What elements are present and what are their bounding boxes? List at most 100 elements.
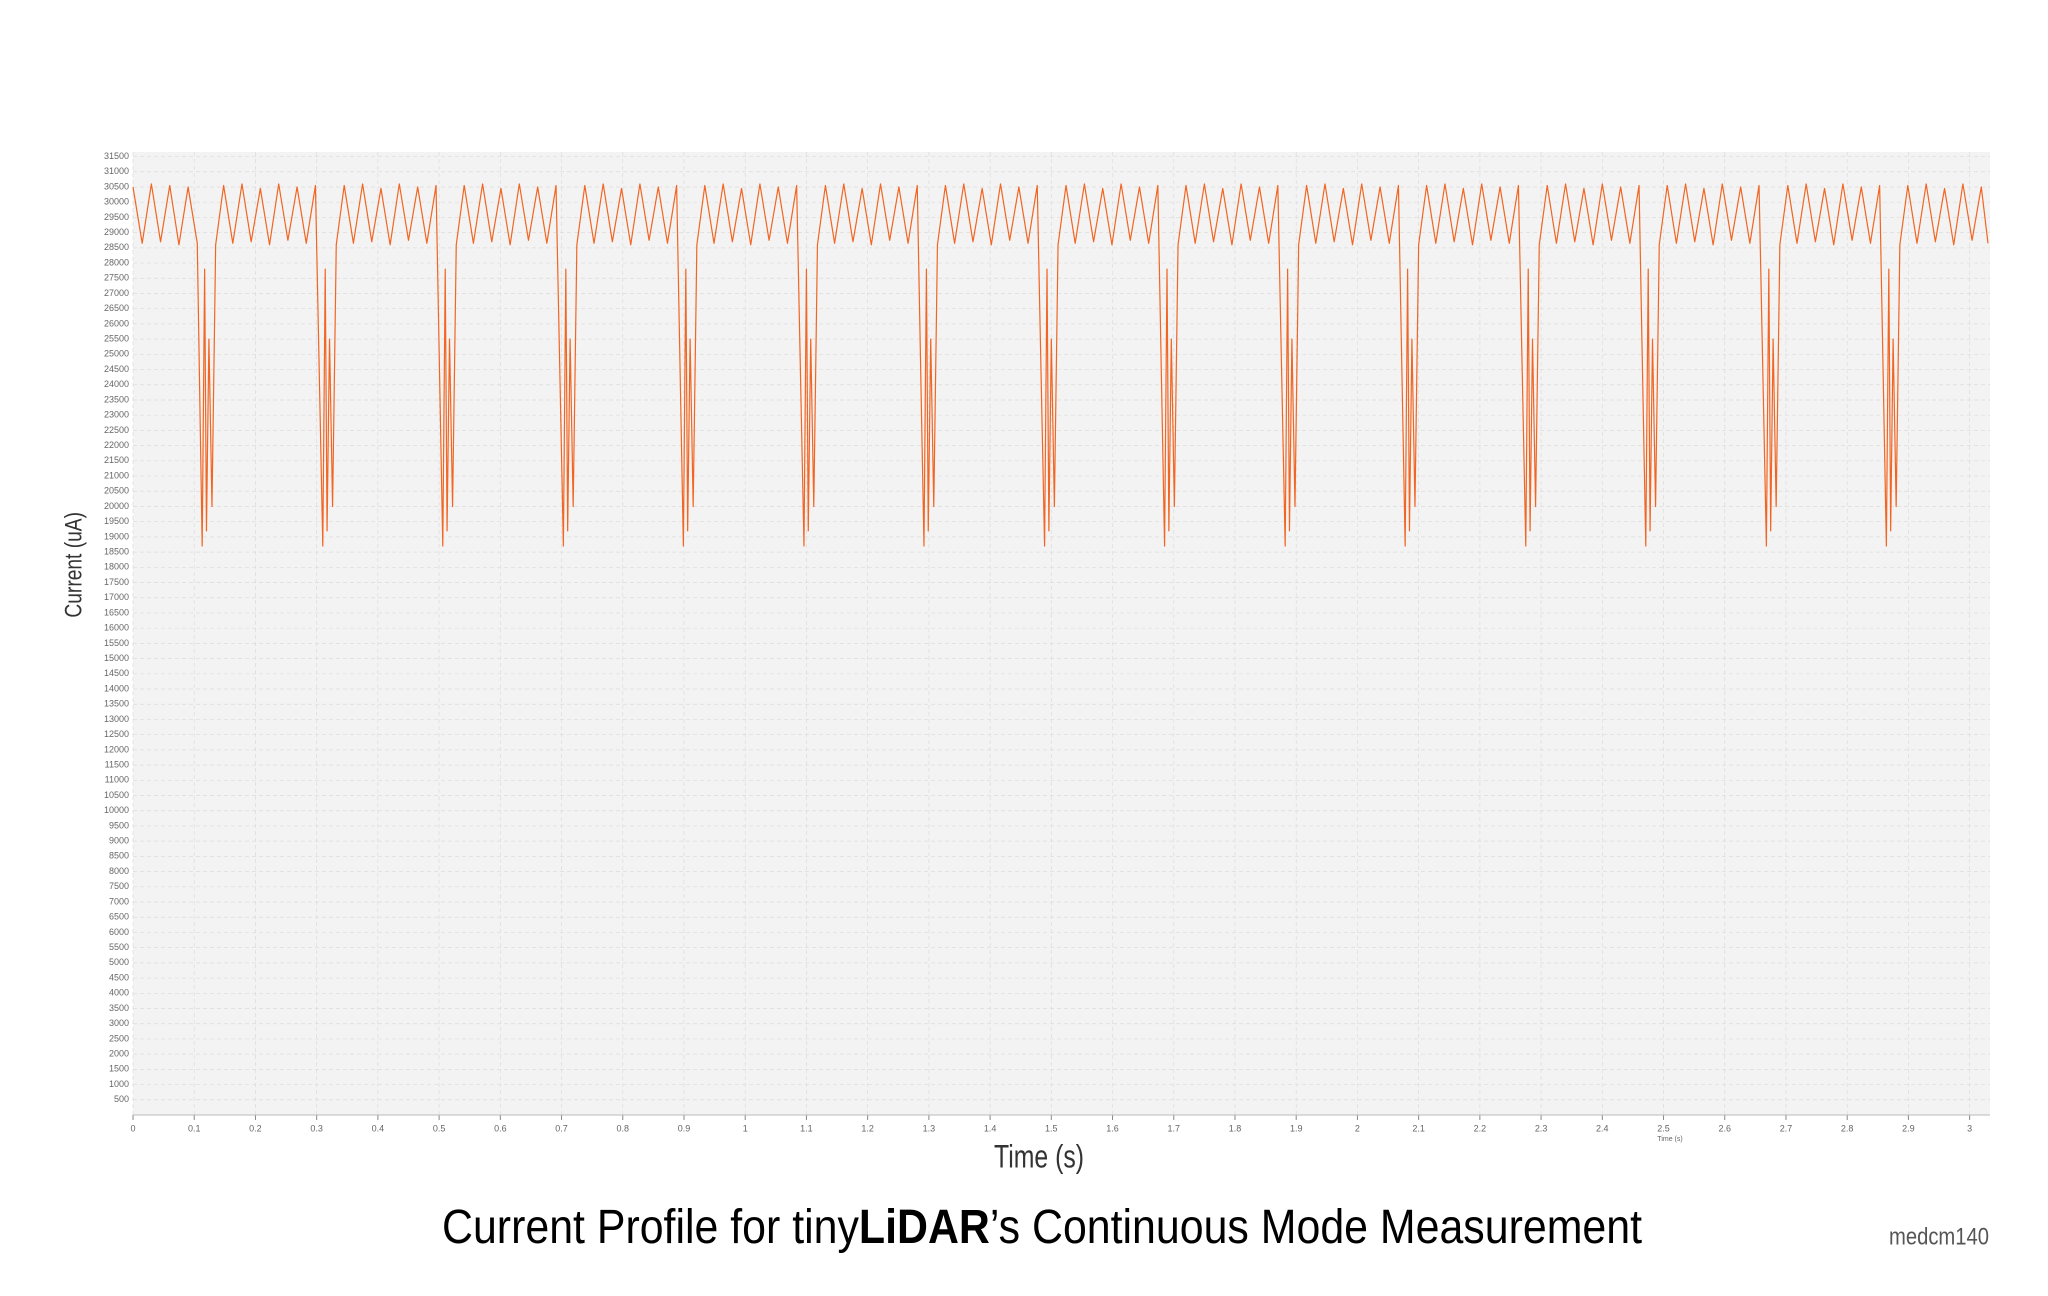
- x-tick-label: 0.6: [494, 1123, 507, 1133]
- x-tick-label: 1: [743, 1123, 748, 1133]
- watermark: medcm140: [1889, 1223, 1989, 1250]
- y-tick-label: 23000: [104, 410, 129, 420]
- y-tick-label: 12500: [104, 729, 129, 739]
- y-tick-label: 8500: [109, 851, 129, 861]
- x-tick-label: 1.3: [923, 1123, 936, 1133]
- title-part: LiDAR: [859, 1201, 990, 1254]
- y-tick-label: 1500: [109, 1064, 129, 1074]
- y-tick-label: 7000: [109, 896, 129, 906]
- y-tick-label: 21000: [104, 470, 129, 480]
- y-tick-label: 3500: [109, 1003, 129, 1013]
- y-tick-label: 9000: [109, 836, 129, 846]
- y-tick-label: 24500: [104, 364, 129, 374]
- x-tick-label: 2.1: [1412, 1123, 1425, 1133]
- y-tick-label: 5500: [109, 942, 129, 952]
- ticks: 500 1000 1500 2000 2500 3000 3500 4000 4500 5000 5…: [104, 151, 1990, 1133]
- y-tick-label: 15000: [104, 653, 129, 663]
- y-tick-label: 31500: [104, 151, 129, 161]
- plot-background: [133, 152, 1990, 1115]
- y-tick-label: 16500: [104, 607, 129, 617]
- y-tick-label: 20500: [104, 486, 129, 496]
- chart-title: Current Profile for tinyLiDAR’s Continuo…: [442, 1201, 1642, 1254]
- y-tick-label: 22000: [104, 440, 129, 450]
- x-tick-label: 2.9: [1902, 1123, 1915, 1133]
- x-tick-label: 0: [130, 1123, 135, 1133]
- y-tick-label: 28000: [104, 257, 129, 267]
- x-tick-label: 2: [1355, 1123, 1360, 1133]
- y-tick-label: 10000: [104, 805, 129, 815]
- x-tick-label: 1.6: [1106, 1123, 1119, 1133]
- x-tick-label: 0.7: [555, 1123, 568, 1133]
- y-tick-label: 26000: [104, 318, 129, 328]
- y-tick-label: 24000: [104, 379, 129, 389]
- y-tick-label: 10500: [104, 790, 129, 800]
- y-tick-label: 16000: [104, 623, 129, 633]
- x-axis-title: Time (s): [994, 1138, 1084, 1174]
- y-tick-label: 31000: [104, 166, 129, 176]
- y-tick-label: 29500: [104, 212, 129, 222]
- x-tick-label: 0.8: [617, 1123, 630, 1133]
- y-tick-label: 13500: [104, 699, 129, 709]
- title-part: ’s Continuous Mode Measurement: [990, 1201, 1642, 1254]
- y-tick-label: 6500: [109, 912, 129, 922]
- y-tick-label: 13000: [104, 714, 129, 724]
- y-tick-label: 30000: [104, 197, 129, 207]
- y-tick-label: 28500: [104, 242, 129, 252]
- y-tick-label: 29000: [104, 227, 129, 237]
- grid: [132, 152, 1990, 1115]
- title-part: Current Profile for tiny: [442, 1201, 859, 1254]
- y-axis-title: Current (uA): [59, 512, 87, 618]
- y-tick-label: 14500: [104, 668, 129, 678]
- y-tick-label: 22500: [104, 425, 129, 435]
- y-tick-label: 6000: [109, 927, 129, 937]
- y-tick-label: 18500: [104, 546, 129, 556]
- y-tick-label: 25000: [104, 349, 129, 359]
- y-tick-label: 2500: [109, 1033, 129, 1043]
- x-tick-label: 0.9: [678, 1123, 691, 1133]
- y-tick-label: 26500: [104, 303, 129, 313]
- y-tick-label: 17500: [104, 577, 129, 587]
- y-tick-label: 17000: [104, 592, 129, 602]
- y-tick-label: 8000: [109, 866, 129, 876]
- y-tick-label: 11500: [105, 759, 129, 769]
- x-tick-label: 1.1: [800, 1123, 813, 1133]
- y-tick-label: 25500: [104, 333, 129, 343]
- y-tick-label: 4500: [109, 972, 129, 982]
- y-tick-label: 20000: [104, 501, 129, 511]
- x-tick-label: 2.8: [1841, 1123, 1854, 1133]
- y-tick-label: 19000: [104, 531, 129, 541]
- y-tick-label: 3000: [109, 1018, 129, 1028]
- y-tick-label: 7500: [109, 881, 129, 891]
- x-unit-note: Time (s): [1657, 1136, 1682, 1143]
- y-tick-label: 1000: [109, 1079, 129, 1089]
- x-tick-label: 0.5: [433, 1123, 446, 1133]
- x-tick-label: 1.5: [1045, 1123, 1058, 1133]
- data-line: [132, 183, 1989, 547]
- y-tick-label: 12000: [104, 744, 129, 754]
- x-tick-label: 1.8: [1229, 1123, 1242, 1133]
- x-tick-label: 2.7: [1780, 1123, 1793, 1133]
- x-tick-label: 3: [1967, 1123, 1972, 1133]
- y-tick-label: 11000: [105, 775, 129, 785]
- y-tick-label: 27000: [104, 288, 129, 298]
- y-tick-label: 14000: [104, 683, 129, 693]
- x-tick-label: 0.2: [249, 1123, 262, 1133]
- x-tick-label: 1.9: [1290, 1123, 1303, 1133]
- y-tick-label: 30500: [104, 181, 129, 191]
- x-tick-label: 2.6: [1718, 1123, 1731, 1133]
- x-tick-label: 1.4: [984, 1123, 997, 1133]
- x-tick-label: 2.5: [1657, 1123, 1670, 1133]
- y-tick-label: 9500: [109, 820, 129, 830]
- x-tick-label: 2.3: [1535, 1123, 1548, 1133]
- x-tick-label: 2.4: [1596, 1123, 1609, 1133]
- y-tick-label: 19500: [104, 516, 129, 526]
- x-tick-label: 0.3: [310, 1123, 323, 1133]
- x-tick-label: 0.1: [188, 1123, 201, 1133]
- y-tick-label: 4000: [109, 988, 129, 998]
- y-tick-label: 15500: [104, 638, 129, 648]
- x-tick-label: 1.7: [1168, 1123, 1181, 1133]
- marks: [132, 183, 1989, 547]
- y-tick-label: 23500: [104, 394, 129, 404]
- y-tick-label: 27500: [104, 273, 129, 283]
